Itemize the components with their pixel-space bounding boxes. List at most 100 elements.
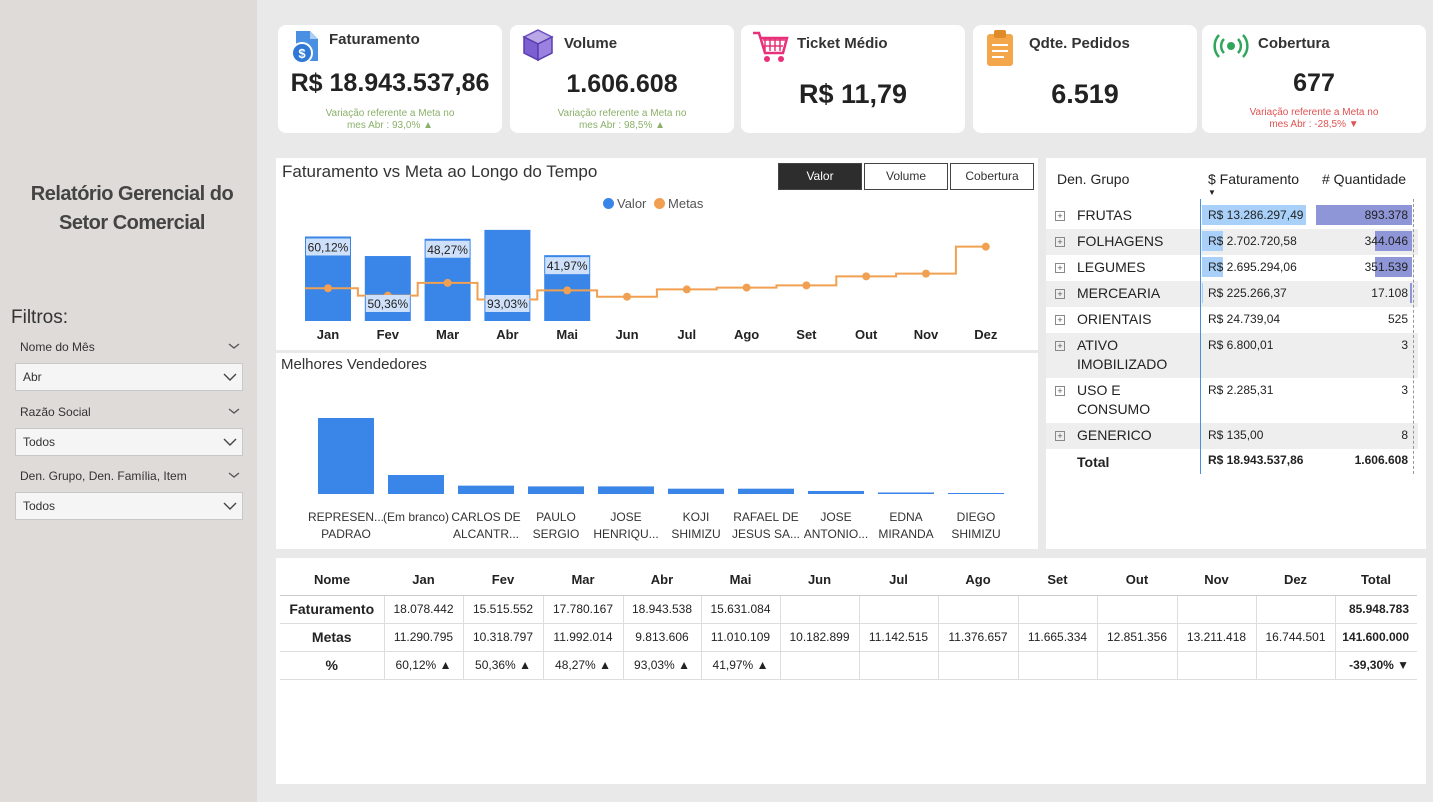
cobertura-button[interactable]: Cobertura (950, 163, 1034, 190)
vendedor-bar (388, 475, 444, 494)
vendedor-label: SHIMIZU (951, 527, 1000, 541)
column-header[interactable]: Jun (780, 565, 859, 596)
table-row[interactable]: + ORIENTAIS R$ 24.739,04 525 (1046, 307, 1418, 333)
chevron-down-icon (223, 438, 237, 446)
grupo-quantidade: 351.539 (1364, 260, 1408, 274)
x-tick-label: Fev (377, 327, 400, 342)
col-header-grupo[interactable]: Den. Grupo (1057, 171, 1130, 187)
expand-plus-icon[interactable]: + (1055, 315, 1065, 325)
table-row[interactable]: + ATIVO IMOBILIZADO R$ 6.800,01 3 (1046, 333, 1418, 378)
volume-button[interactable]: Volume (864, 163, 948, 190)
metas-point-mar (443, 278, 452, 287)
column-header[interactable]: Nov (1177, 565, 1256, 596)
kpi-title: Cobertura (1258, 35, 1330, 52)
filter-label-month: Nome do Mês (20, 340, 95, 354)
table-row: Metas 11.290.795 10.318.797 11.992.014 9.813… (280, 623, 1417, 652)
valor-button[interactable]: Valor (778, 163, 862, 190)
column-header[interactable]: Set (1018, 565, 1097, 596)
kpi-value: 6.519 (1051, 79, 1119, 109)
faturamento-meta-chart: 60,12% 50,36% 48,27% 93,03% 41,97% Jan Fev Mar A… (305, 229, 998, 342)
chevron-down-icon[interactable] (228, 405, 240, 417)
table-cell (779, 595, 859, 624)
legend-valor: Valor (617, 196, 647, 211)
kpi-card-volume: Volume 1.606.608 Variação referente a Me… (510, 25, 734, 133)
kpi-card-cobertura: Cobertura 677 Variação referente a Meta … (1202, 25, 1426, 133)
table-cell: 12.851.356 (1096, 623, 1177, 652)
expand-plus-icon[interactable]: + (1055, 237, 1065, 247)
total-label: Total (1077, 454, 1110, 470)
quantidade-data-bar (1374, 257, 1412, 277)
column-header[interactable]: Ago (938, 565, 1018, 596)
table-row[interactable]: + USO E CONSUMO R$ 2.285,31 3 (1046, 378, 1418, 423)
table-cell: 15.515.552 (462, 595, 543, 624)
data-label-bg (485, 295, 530, 312)
expand-plus-icon[interactable]: + (1055, 263, 1065, 273)
table-row[interactable]: + FOLHAGENS R$ 2.702.720,58 344.046 (1046, 229, 1418, 255)
table-row[interactable]: + FRUTAS R$ 13.286.297,49 893.378 (1046, 203, 1418, 229)
vendedor-label: PADRAO (321, 527, 371, 541)
column-header[interactable]: Abr (623, 565, 701, 596)
table-cell: 11.290.795 (383, 623, 463, 652)
kpi-note: Variação referente a Meta no mes Abr : 98… (557, 108, 687, 131)
column-header[interactable]: Jan (384, 565, 463, 596)
table-cell: 9.813.606 (622, 623, 701, 652)
shopping-cart-icon (753, 31, 789, 62)
vendedor-label: ALCANTR... (453, 527, 519, 541)
table-cell: 11.010.109 (700, 623, 780, 652)
filter-grupo-dropdown[interactable]: Todos (15, 492, 243, 520)
vendedor-label: HENRIQU... (593, 527, 658, 541)
grupo-faturamento: R$ 135,00 (1208, 428, 1264, 442)
table-row[interactable]: + MERCEARIA R$ 225.266,37 17.108 (1046, 281, 1418, 307)
table-cell: 10.318.797 (462, 623, 543, 652)
expand-plus-icon[interactable]: + (1055, 341, 1065, 351)
grupo-faturamento: R$ 6.800,01 (1208, 338, 1274, 352)
grupo-quantidade: 3 (1401, 383, 1408, 397)
filter-grupo-value: Todos (23, 499, 56, 513)
kpi-card-pedidos: Qdte. Pedidos 6.519 (973, 25, 1197, 133)
column-header[interactable]: Dez (1256, 565, 1335, 596)
data-label-bg (425, 240, 470, 258)
table-cell: 50,36% ▲ (462, 651, 543, 680)
filter-razao-dropdown[interactable]: Todos (15, 428, 243, 456)
col-header-faturamento[interactable]: $ Faturamento (1208, 171, 1300, 187)
row-label: % (280, 651, 384, 680)
expand-plus-icon[interactable]: + (1055, 211, 1065, 221)
kpi-card-faturamento: $ Faturamento R$ 18.943.537,86 Variação … (278, 25, 502, 133)
chevron-down-icon[interactable] (228, 340, 240, 352)
data-label-bg (306, 238, 350, 256)
filter-month-dropdown[interactable]: Abr (15, 363, 243, 391)
metas-point-jan (324, 284, 332, 293)
col-header-quantidade[interactable]: # Quantidade (1322, 171, 1407, 187)
table-row[interactable]: + GENERICO R$ 135,00 8 (1046, 423, 1418, 449)
kpi-value: R$ 18.943.537,86 (290, 69, 490, 97)
column-header[interactable]: Total (1335, 565, 1417, 596)
vendedor-bar (598, 486, 654, 494)
column-divider (1413, 199, 1414, 474)
table-row[interactable]: + LEGUMES R$ 2.695.294,06 351.539 (1046, 255, 1418, 281)
x-tick-label: Set (796, 327, 817, 342)
report-title: Relatório Gerencial do Setor Comercial (30, 183, 234, 234)
column-header[interactable]: Fev (463, 565, 543, 596)
chart-legend: Valor Metas (603, 196, 703, 211)
grupo-quantidade: 8 (1401, 428, 1408, 442)
column-header[interactable]: Out (1097, 565, 1177, 596)
expand-plus-icon[interactable]: + (1055, 386, 1065, 396)
grupo-quantidade: 525 (1387, 312, 1408, 326)
table-row: Faturamento 18.078.442 15.515.552 17.780.16… (280, 595, 1417, 624)
column-header[interactable]: Nome (280, 565, 384, 596)
data-label: 60,12% (308, 240, 349, 254)
chevron-down-icon[interactable] (228, 469, 240, 481)
svg-text:$: $ (298, 46, 306, 61)
column-header[interactable]: Mar (543, 565, 623, 596)
clipboard-icon (987, 30, 1013, 66)
faturamento-meta-title: Faturamento vs Meta ao Longo do Tempo (282, 162, 598, 181)
expand-plus-icon[interactable]: + (1055, 289, 1065, 299)
vendedor-label: PAULO (536, 510, 576, 524)
vendedor-bar (738, 488, 794, 494)
column-header[interactable]: Mai (701, 565, 780, 596)
grupo-faturamento: R$ 225.266,37 (1208, 286, 1287, 300)
kpi-card-ticket: Ticket Médio R$ 11,79 (741, 25, 965, 133)
expand-plus-icon[interactable]: + (1055, 431, 1065, 441)
sort-desc-icon: ▼ (1208, 188, 1216, 197)
column-header[interactable]: Jul (859, 565, 938, 596)
